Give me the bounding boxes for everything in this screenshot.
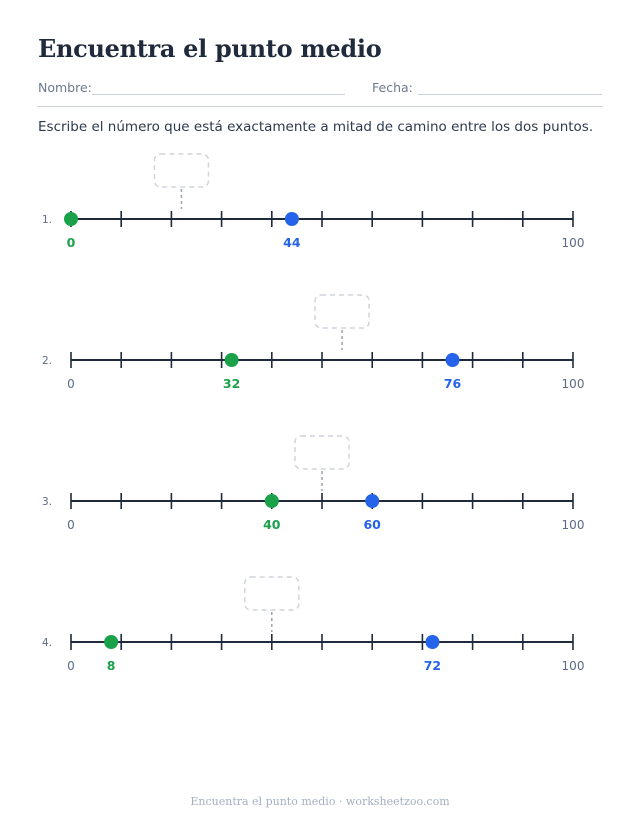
problem-4: 4. 0 100 8 72 (42, 576, 585, 673)
date-label: Fecha: (372, 80, 413, 95)
problem-1: 1. 100 0 44 (42, 153, 585, 250)
end-point-label: 44 (283, 235, 301, 250)
problem-number: 1. (42, 214, 52, 226)
max-label: 100 (562, 377, 585, 391)
end-point-label: 72 (424, 658, 441, 673)
answer-box[interactable] (153, 153, 210, 188)
end-point (365, 494, 380, 508)
name-label: Nombre: (38, 80, 92, 95)
end-point (445, 353, 460, 367)
end-point (425, 635, 440, 649)
problem-number: 3. (42, 496, 52, 508)
max-label: 100 (562, 518, 585, 532)
answer-box[interactable] (294, 435, 350, 470)
max-label: 100 (562, 236, 585, 250)
start-point (64, 212, 78, 226)
end-point-label: 76 (444, 376, 462, 391)
problem-3: 3. 0 100 40 60 (42, 435, 585, 532)
start-point (224, 353, 239, 367)
start-point (104, 635, 119, 649)
problem-number: 2. (42, 355, 52, 367)
min-label: 0 (67, 377, 75, 391)
name-field[interactable] (92, 94, 345, 95)
problem-2: 2. 0 100 32 76 (42, 294, 585, 391)
end-point-label: 60 (363, 517, 381, 532)
start-point-label: 0 (67, 235, 76, 250)
start-point-label: 8 (107, 658, 116, 673)
footer: Encuentra el punto medio · worksheetzoo.… (190, 795, 450, 808)
start-point (264, 494, 279, 508)
start-point-label: 40 (263, 517, 281, 532)
answer-box[interactable] (314, 294, 370, 329)
instructions: Escribe el número que está exactamente a… (38, 119, 594, 135)
problem-number: 4. (42, 637, 52, 649)
end-point (284, 212, 299, 226)
min-label: 0 (67, 659, 75, 673)
answer-box[interactable] (244, 576, 300, 611)
start-point-label: 32 (223, 376, 240, 391)
worksheet-title: Encuentra el punto medio (38, 34, 382, 63)
date-field[interactable] (418, 94, 602, 95)
max-label: 100 (562, 659, 585, 673)
header-divider (38, 106, 602, 107)
min-label: 0 (67, 518, 75, 532)
